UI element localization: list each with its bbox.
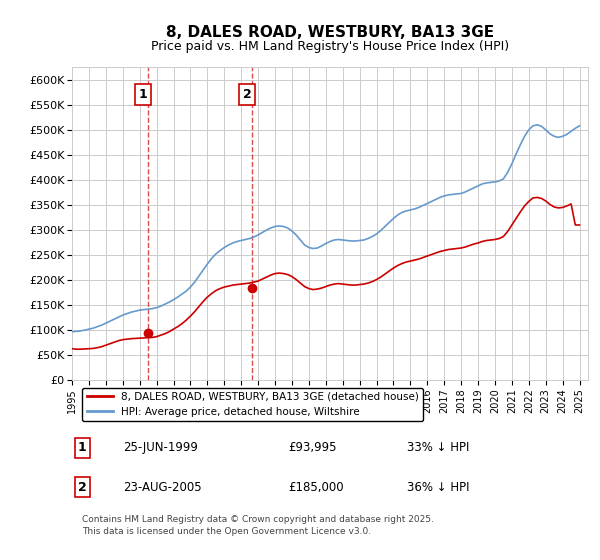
- Text: £93,995: £93,995: [289, 441, 337, 455]
- Text: 25-JUN-1999: 25-JUN-1999: [124, 441, 199, 455]
- Text: 33% ↓ HPI: 33% ↓ HPI: [407, 441, 470, 455]
- Text: 1: 1: [139, 88, 147, 101]
- Text: 23-AUG-2005: 23-AUG-2005: [124, 480, 202, 493]
- Legend: 8, DALES ROAD, WESTBURY, BA13 3GE (detached house), HPI: Average price, detached: 8, DALES ROAD, WESTBURY, BA13 3GE (detac…: [82, 388, 423, 421]
- Text: 36% ↓ HPI: 36% ↓ HPI: [407, 480, 470, 493]
- Text: Contains HM Land Registry data © Crown copyright and database right 2025.
This d: Contains HM Land Registry data © Crown c…: [82, 515, 434, 536]
- Text: 8, DALES ROAD, WESTBURY, BA13 3GE: 8, DALES ROAD, WESTBURY, BA13 3GE: [166, 25, 494, 40]
- Text: £185,000: £185,000: [289, 480, 344, 493]
- Text: 1: 1: [78, 441, 86, 455]
- Text: 2: 2: [242, 88, 251, 101]
- Text: Price paid vs. HM Land Registry's House Price Index (HPI): Price paid vs. HM Land Registry's House …: [151, 40, 509, 53]
- Text: 2: 2: [78, 480, 86, 493]
